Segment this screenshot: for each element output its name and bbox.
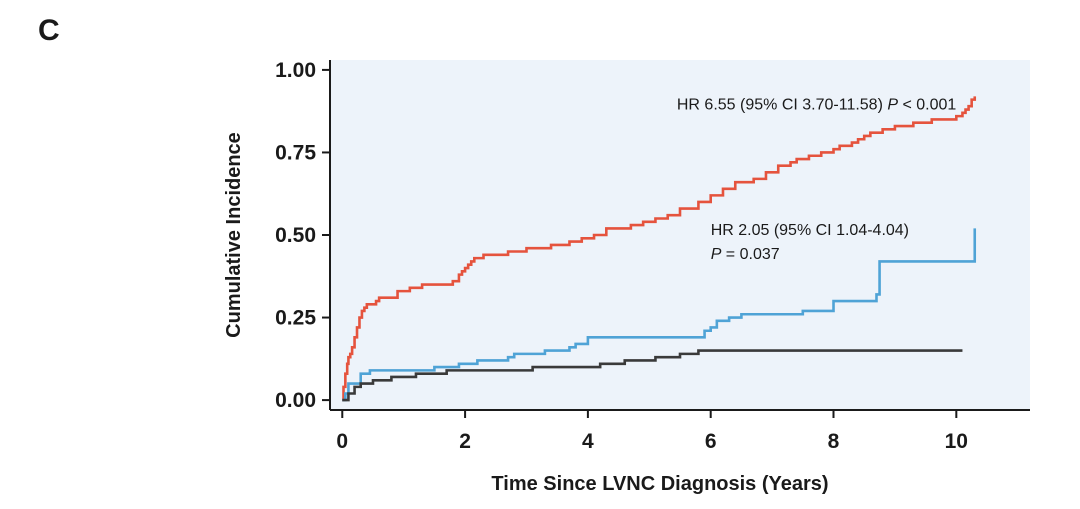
- series-blue-line: [342, 228, 977, 402]
- red-p-label: P: [887, 97, 898, 114]
- x-tick-label: 0: [336, 430, 348, 453]
- red-hazard-ratio-annotation: HR 6.55 (95% CI 3.70-11.58) P < 0.001: [677, 97, 957, 114]
- y-tick-label: 0.75: [275, 141, 316, 164]
- x-tick-label: 6: [705, 430, 717, 453]
- panel-label: C: [38, 14, 60, 47]
- blue-p-annotation: P = 0.037: [711, 246, 780, 263]
- x-tick-label: 8: [828, 430, 840, 453]
- x-tick-label: 2: [459, 430, 471, 453]
- x-axis-title: Time Since LVNC Diagnosis (Years): [491, 473, 828, 495]
- blue-p-value: = 0.037: [721, 246, 779, 263]
- y-tick-label: 0.50: [275, 224, 316, 247]
- x-tick-label: 4: [582, 430, 594, 453]
- series-dark-line: [342, 349, 963, 402]
- red-p-value: < 0.001: [898, 97, 956, 114]
- y-axis-title: Cumulative Incidence: [223, 132, 245, 338]
- y-tick-label: 1.00: [275, 59, 316, 82]
- blue-hazard-ratio-annotation: HR 2.05 (95% CI 1.04-4.04): [711, 222, 909, 239]
- series-red-line: [342, 96, 977, 402]
- red-hr-text: HR 6.55 (95% CI 3.70-11.58): [677, 97, 887, 114]
- y-tick-label: 0.00: [275, 389, 316, 412]
- y-tick-label: 0.25: [275, 307, 316, 330]
- x-tick-label: 10: [945, 430, 968, 453]
- blue-p-label: P: [711, 246, 722, 263]
